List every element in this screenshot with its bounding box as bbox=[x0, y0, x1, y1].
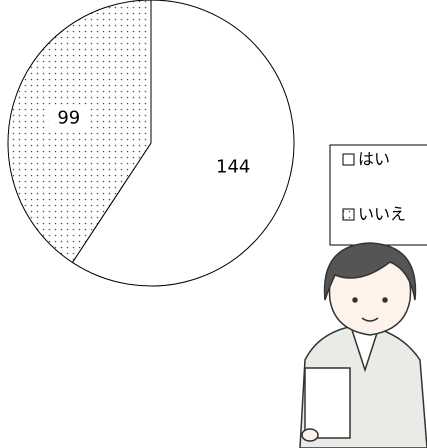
pie-slice bbox=[7, 0, 152, 264]
legend-label: はい bbox=[358, 150, 390, 169]
data-label: 99 bbox=[57, 107, 80, 128]
legend-swatch bbox=[342, 208, 355, 221]
legend-label: いいえ bbox=[358, 205, 406, 224]
illustration bbox=[299, 242, 427, 448]
pie: 144 99 bbox=[7, 0, 295, 287]
legend-swatch bbox=[342, 153, 355, 166]
pie-slice bbox=[71, 0, 295, 287]
label-background bbox=[48, 107, 89, 130]
data-label: 144 bbox=[216, 157, 250, 178]
